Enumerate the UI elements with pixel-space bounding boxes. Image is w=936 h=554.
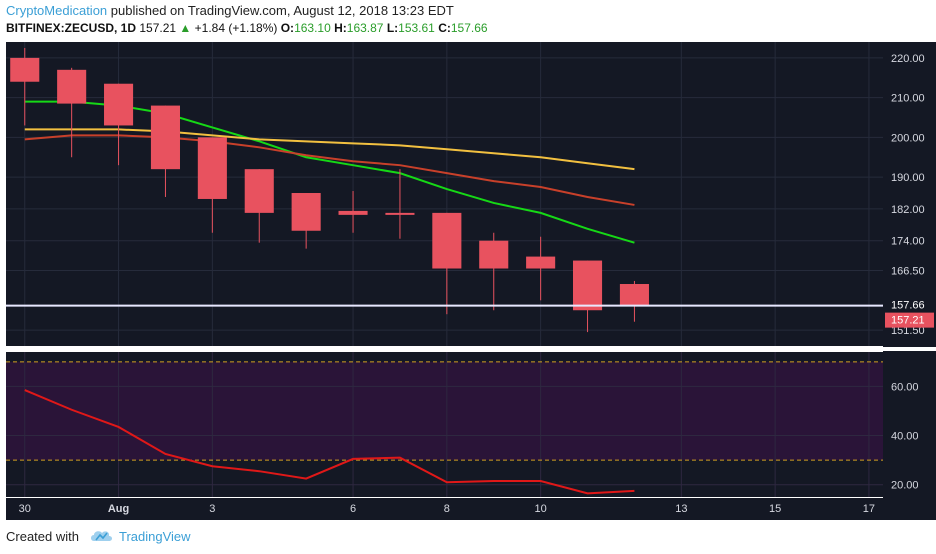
high-value: 163.87 bbox=[346, 21, 384, 35]
x-tick-label: 30 bbox=[19, 503, 31, 515]
x-tick-label: 17 bbox=[863, 503, 875, 515]
candle-body bbox=[479, 240, 509, 269]
symbol-label: BITFINEX:ZECUSD, 1D bbox=[6, 21, 137, 35]
candle-body bbox=[619, 284, 649, 306]
created-with-text: Created with bbox=[6, 529, 79, 544]
low-value: 153.61 bbox=[398, 21, 435, 35]
current-price-label-1: 157.66 bbox=[891, 300, 925, 312]
current-price-label-2: 157.21 bbox=[891, 315, 925, 327]
change-arrow-icon: ▲ bbox=[179, 21, 192, 35]
last-price: 157.21 bbox=[139, 21, 177, 35]
chart-area[interactable]: 220.00 210.00 200.00 190.00 182.00 174.00 166.… bbox=[0, 42, 936, 520]
x-tick-label: Aug bbox=[108, 503, 129, 515]
candle-body bbox=[244, 169, 274, 213]
candle-body bbox=[432, 212, 462, 269]
x-tick-label: 15 bbox=[769, 503, 781, 515]
x-tick-label: 3 bbox=[209, 503, 215, 515]
footer: Created with TradingView bbox=[6, 528, 191, 545]
moving-average-line-ma_mid bbox=[24, 134, 635, 206]
open-value: 163.10 bbox=[294, 21, 331, 35]
price-tick-label: 174.00 bbox=[891, 236, 925, 248]
candle-body bbox=[291, 193, 321, 231]
candle-body bbox=[573, 260, 603, 311]
close-label: C: bbox=[438, 21, 451, 35]
price-tick-label: 182.00 bbox=[891, 204, 925, 216]
candle-body bbox=[526, 256, 556, 269]
candle-body bbox=[197, 137, 227, 199]
tradingview-brand-link[interactable]: TradingView bbox=[118, 529, 191, 544]
price-tick-label: 210.00 bbox=[891, 93, 925, 105]
candle-body bbox=[57, 69, 87, 104]
candle-body bbox=[150, 105, 180, 170]
candle-body bbox=[338, 210, 368, 215]
moving-average-line-ma_slow bbox=[24, 128, 635, 171]
published-text: published on TradingView.com, August 12,… bbox=[107, 3, 454, 18]
price-chart[interactable]: 220.00 210.00 200.00 190.00 182.00 174.00 166.… bbox=[0, 42, 936, 520]
candle-body bbox=[385, 212, 415, 215]
rsi-tick-label: 40.00 bbox=[891, 431, 919, 443]
close-value: 157.66 bbox=[450, 21, 488, 35]
y-axis-background bbox=[883, 42, 936, 520]
publish-header: CryptoMedication published on TradingVie… bbox=[6, 3, 454, 18]
x-tick-label: 10 bbox=[535, 503, 547, 515]
candle-body bbox=[104, 83, 134, 126]
price-tick-label: 151.50 bbox=[891, 325, 925, 337]
x-tick-label: 8 bbox=[444, 503, 450, 515]
high-label: H: bbox=[334, 21, 347, 35]
price-tick-label: 220.00 bbox=[891, 53, 925, 65]
x-axis-background bbox=[6, 498, 883, 520]
candle-body bbox=[10, 57, 40, 82]
price-tick-label: 190.00 bbox=[891, 172, 925, 184]
current-price-box-2 bbox=[885, 312, 934, 328]
rsi-line bbox=[24, 389, 635, 495]
x-tick-label: 13 bbox=[675, 503, 687, 515]
x-tick-label: 6 bbox=[350, 503, 356, 515]
rsi-band bbox=[6, 361, 883, 461]
price-pane-background bbox=[6, 42, 883, 346]
change-value: +1.84 (+1.18%) bbox=[194, 21, 278, 35]
author-link[interactable]: CryptoMedication bbox=[6, 3, 108, 18]
price-tick-label: 200.00 bbox=[891, 132, 925, 144]
current-price-box-1 bbox=[885, 297, 934, 313]
ticker-line: BITFINEX:ZECUSD, 1D 157.21 ▲ +1.84 (+1.1… bbox=[6, 21, 488, 35]
rsi-tick-label: 20.00 bbox=[891, 480, 919, 492]
low-label: L: bbox=[386, 21, 399, 35]
open-label: O: bbox=[280, 21, 295, 35]
price-tick-label: 166.50 bbox=[891, 265, 925, 277]
tradingview-cloud-icon[interactable] bbox=[89, 528, 113, 545]
rsi-tick-label: 60.00 bbox=[891, 381, 919, 393]
